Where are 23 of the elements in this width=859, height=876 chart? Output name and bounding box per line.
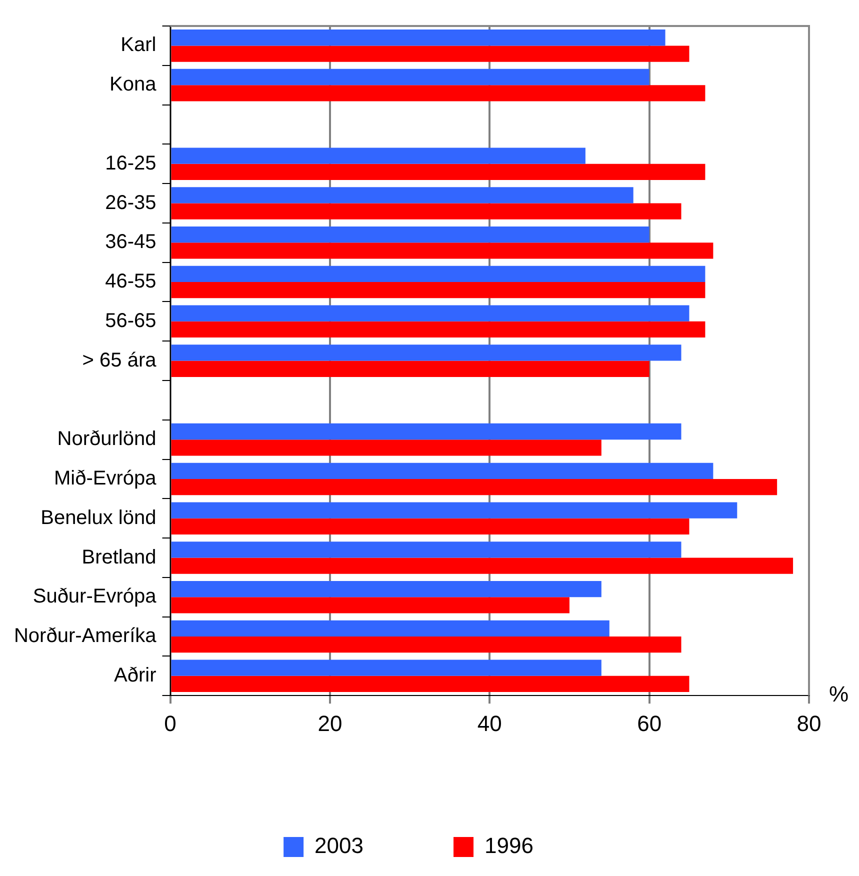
y-tick-label: 46-55: [105, 270, 156, 293]
x-tick-label: 80: [796, 710, 822, 736]
x-tick-label: 0: [164, 710, 176, 736]
y-tick-label: Karl: [120, 34, 156, 56]
y-tick-label: Kona: [110, 74, 158, 96]
x-tick-label: 60: [637, 710, 662, 736]
y-tick-label: Norður-Ameríka: [14, 625, 158, 648]
y-tick-label: 36-45: [105, 231, 156, 254]
y-tick-label: Suður-Evrópa: [32, 586, 158, 608]
y-tick-label: > 65 ára: [82, 349, 158, 372]
y-tick-label: 26-35: [105, 192, 156, 214]
x-tick-label: 20: [318, 710, 342, 736]
legend-label: 1996: [484, 833, 534, 858]
y-tick-label: Aðrir: [114, 664, 157, 686]
y-tick-label: Norðurlönd: [57, 428, 156, 450]
y-tick-label: 16-25: [105, 152, 156, 174]
y-tick-label: Benelux lönd: [40, 506, 156, 529]
x-tick-label: 40: [477, 710, 502, 736]
y-tick-label: 56-65: [105, 310, 156, 332]
y-tick-label: Mið-Evrópa: [54, 467, 158, 490]
x-axis-title: %: [829, 682, 849, 707]
legend-label: 2003: [314, 833, 364, 858]
y-tick-label: Bretland: [82, 546, 156, 568]
